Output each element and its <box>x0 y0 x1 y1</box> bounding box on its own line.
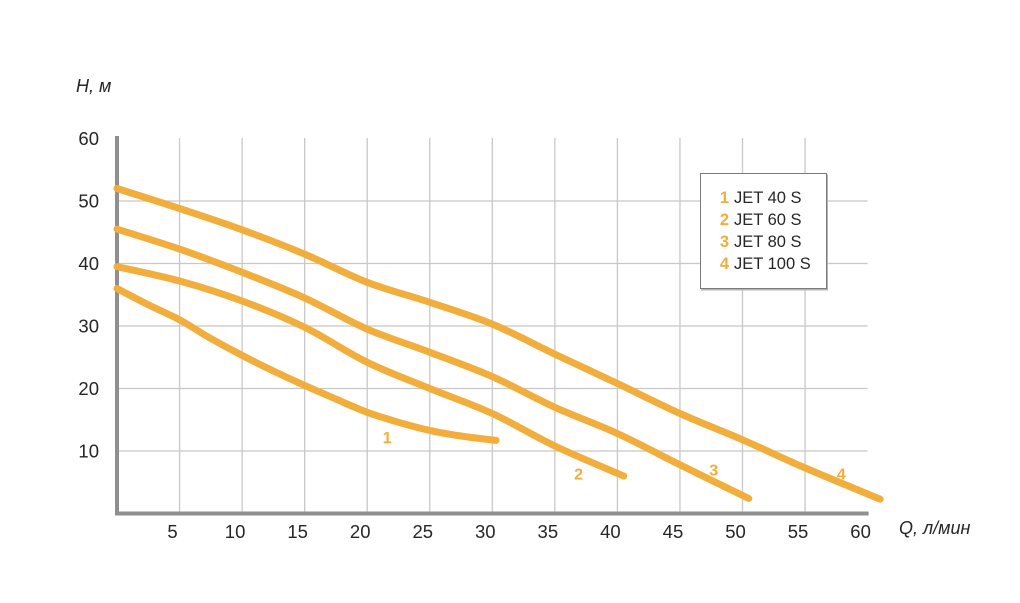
legend-marker: 4 <box>719 255 729 273</box>
x-tick-label: 55 <box>788 521 809 542</box>
x-tick-label: 10 <box>225 521 246 542</box>
x-tick-label: 35 <box>538 521 559 542</box>
curve-jet-60-s <box>113 263 628 480</box>
legend-marker: 1 <box>719 189 729 207</box>
x-tick-label: 5 <box>167 521 177 542</box>
y-tick-label: 20 <box>78 378 99 399</box>
x-tick-label: 30 <box>475 521 496 542</box>
x-tick-label: 40 <box>600 521 621 542</box>
legend-item: 4 JET 100 S <box>716 255 826 277</box>
y-tick-label: 60 <box>78 128 99 149</box>
y-tick-label: 50 <box>78 191 99 212</box>
x-tick-label: 20 <box>350 521 371 542</box>
legend-item: 1 JET 40 S <box>716 189 826 211</box>
curve-number-label: 4 <box>837 467 846 484</box>
y-tick-label: 40 <box>78 253 99 274</box>
x-axis-title: Q, л/мин <box>899 518 971 538</box>
legend-marker: 3 <box>719 233 729 251</box>
legend-label: JET 100 S <box>734 255 811 273</box>
legend-item: 2 JET 60 S <box>716 211 826 233</box>
x-tick-label: 50 <box>725 521 746 542</box>
y-axis-title: H, м <box>76 76 112 96</box>
curve-number-label: 3 <box>709 462 718 479</box>
curve-number-label: 1 <box>383 430 392 447</box>
x-tick-label: 60 <box>850 521 871 542</box>
legend-item: 3 JET 80 S <box>716 233 826 255</box>
x-tick-label: 25 <box>412 521 433 542</box>
legend: 1 JET 40 S 2 JET 60 S 3 JET 80 S 4 JET 1… <box>700 173 827 289</box>
legend-marker: 2 <box>719 211 729 229</box>
y-tick-label: 30 <box>78 316 99 337</box>
legend-label: JET 40 S <box>734 189 802 207</box>
legend-label: JET 80 S <box>734 233 802 251</box>
x-tick-label: 15 <box>287 521 308 542</box>
curve-jet-100-s <box>113 185 884 503</box>
legend-label: JET 60 S <box>734 211 802 229</box>
curve-number-label: 2 <box>574 467 583 484</box>
curve-jet-80-s <box>113 225 753 502</box>
curve-jet-40-s <box>113 285 500 444</box>
y-tick-label: 10 <box>78 441 99 462</box>
x-tick-label: 45 <box>663 521 684 542</box>
